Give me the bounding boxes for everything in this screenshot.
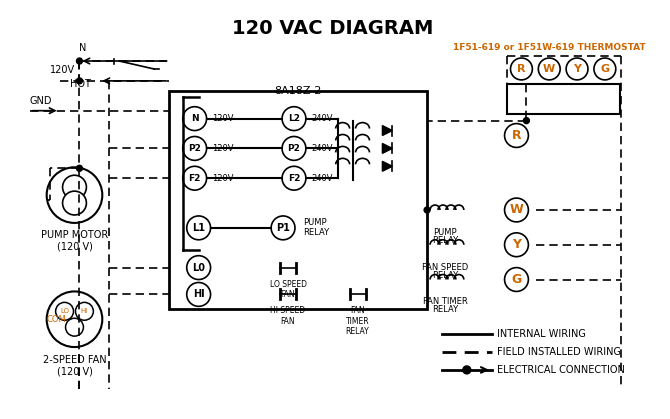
- Circle shape: [183, 107, 206, 131]
- Text: 240V: 240V: [312, 144, 334, 153]
- Text: RELAY: RELAY: [432, 236, 458, 245]
- Text: G: G: [511, 273, 522, 286]
- Text: HI: HI: [193, 290, 204, 300]
- Text: W: W: [543, 64, 555, 74]
- Circle shape: [271, 216, 295, 240]
- Text: N: N: [191, 114, 198, 123]
- Text: P1: P1: [276, 223, 290, 233]
- Circle shape: [282, 107, 306, 131]
- Text: FAN SPEED: FAN SPEED: [422, 263, 468, 272]
- Circle shape: [594, 58, 616, 80]
- Circle shape: [187, 282, 210, 306]
- Text: L0: L0: [192, 263, 205, 273]
- Text: 120V: 120V: [212, 144, 234, 153]
- Circle shape: [183, 166, 206, 190]
- Text: Y: Y: [512, 238, 521, 251]
- Text: 8A18Z-2: 8A18Z-2: [274, 86, 322, 96]
- Circle shape: [505, 268, 529, 292]
- Text: W: W: [510, 204, 523, 217]
- Circle shape: [282, 166, 306, 190]
- Text: LO SPEED
FAN: LO SPEED FAN: [269, 279, 307, 299]
- Circle shape: [463, 366, 471, 374]
- Text: PUMP
RELAY: PUMP RELAY: [303, 218, 329, 237]
- Text: 1F51-619 or 1F51W-619 THERMOSTAT: 1F51-619 or 1F51W-619 THERMOSTAT: [453, 43, 646, 52]
- Text: F2: F2: [288, 174, 300, 183]
- Circle shape: [511, 58, 533, 80]
- Circle shape: [76, 303, 93, 320]
- Text: P2: P2: [287, 144, 300, 153]
- Polygon shape: [383, 161, 393, 171]
- Text: PUMP: PUMP: [433, 228, 457, 237]
- Text: RELAY: RELAY: [432, 271, 458, 279]
- Text: INTERNAL WIRING: INTERNAL WIRING: [496, 329, 586, 339]
- Circle shape: [538, 58, 560, 80]
- Text: LO: LO: [60, 308, 69, 314]
- Circle shape: [76, 78, 82, 84]
- Text: COM: COM: [47, 315, 66, 324]
- Circle shape: [183, 137, 206, 160]
- Text: RELAY: RELAY: [432, 305, 458, 314]
- Circle shape: [566, 58, 588, 80]
- Text: GND: GND: [29, 96, 52, 106]
- Text: 120V: 120V: [212, 114, 234, 123]
- Circle shape: [47, 292, 103, 347]
- Circle shape: [76, 58, 82, 64]
- Polygon shape: [383, 126, 393, 135]
- Text: G: G: [600, 64, 610, 74]
- Circle shape: [62, 191, 86, 215]
- Text: N: N: [80, 43, 87, 53]
- Text: 120V: 120V: [212, 174, 234, 183]
- Text: HI: HI: [81, 308, 88, 314]
- Text: 240V: 240V: [312, 174, 334, 183]
- Text: FAN
TIMER
RELAY: FAN TIMER RELAY: [346, 306, 369, 336]
- Text: R: R: [517, 64, 526, 74]
- Text: FIELD INSTALLED WIRING: FIELD INSTALLED WIRING: [496, 347, 620, 357]
- Text: 240V: 240V: [312, 114, 334, 123]
- Text: Y: Y: [573, 64, 581, 74]
- Circle shape: [523, 118, 529, 124]
- Text: R: R: [512, 129, 521, 142]
- Text: FAN TIMER: FAN TIMER: [423, 297, 468, 306]
- FancyBboxPatch shape: [507, 84, 620, 114]
- Text: HI SPEED
FAN: HI SPEED FAN: [271, 306, 306, 326]
- Circle shape: [505, 198, 529, 222]
- Circle shape: [66, 318, 84, 336]
- Circle shape: [62, 175, 86, 199]
- Text: PUMP MOTOR
(120 V): PUMP MOTOR (120 V): [41, 230, 108, 251]
- Text: ELECTRICAL CONNECTION: ELECTRICAL CONNECTION: [496, 365, 624, 375]
- Text: HOT: HOT: [70, 79, 90, 89]
- Circle shape: [505, 233, 529, 257]
- Text: L2: L2: [288, 114, 300, 123]
- Text: 120V: 120V: [50, 65, 75, 75]
- Text: 2-SPEED FAN
(120 V): 2-SPEED FAN (120 V): [43, 355, 107, 377]
- Circle shape: [505, 124, 529, 147]
- Polygon shape: [383, 143, 393, 153]
- Circle shape: [187, 216, 210, 240]
- Bar: [169, 91, 427, 309]
- Circle shape: [187, 256, 210, 279]
- Circle shape: [47, 167, 103, 223]
- Circle shape: [56, 303, 74, 320]
- Text: L1: L1: [192, 223, 205, 233]
- Circle shape: [424, 207, 430, 213]
- Circle shape: [282, 137, 306, 160]
- Circle shape: [76, 166, 82, 171]
- Text: P2: P2: [188, 144, 201, 153]
- Text: F2: F2: [188, 174, 201, 183]
- Text: 120 VAC DIAGRAM: 120 VAC DIAGRAM: [232, 19, 433, 38]
